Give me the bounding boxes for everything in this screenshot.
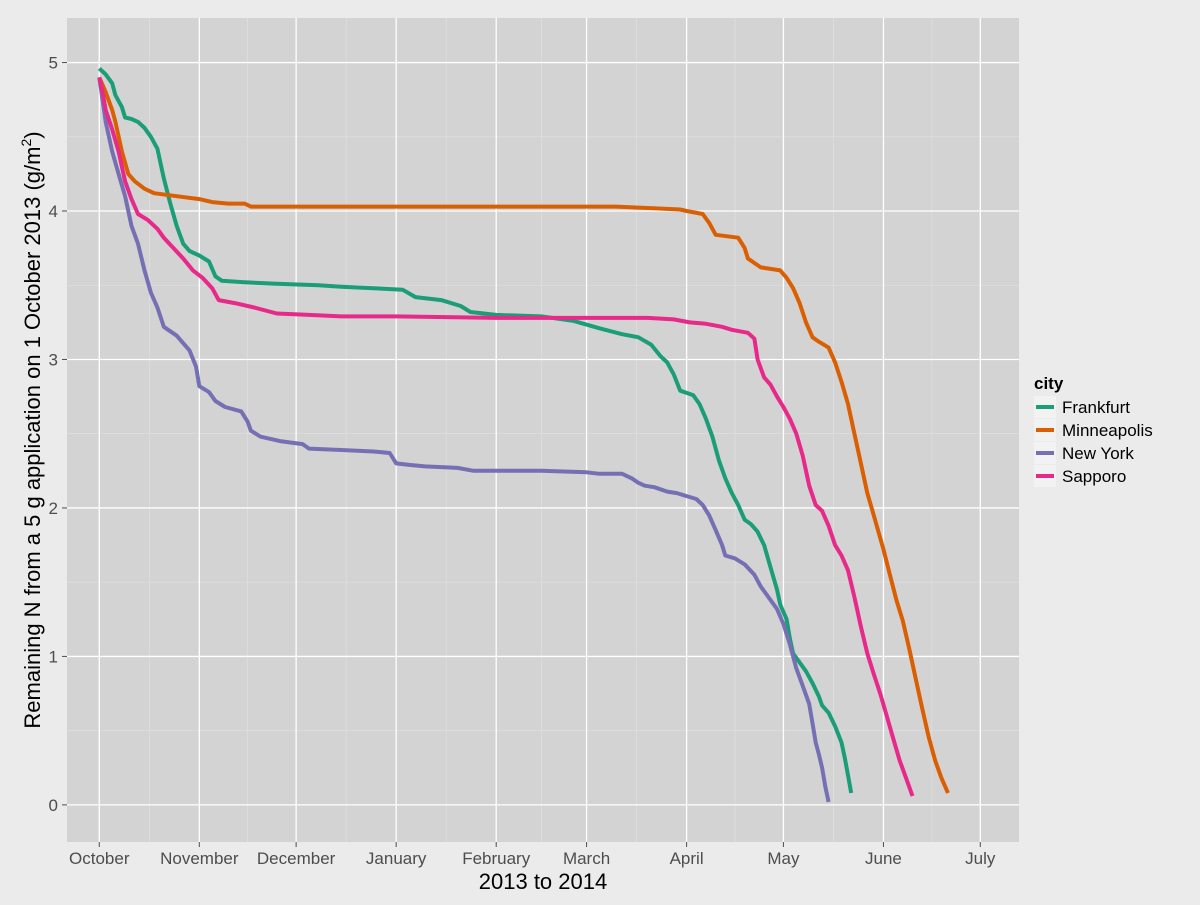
series-line-sapporo xyxy=(97,76,915,797)
legend-label-minneapolis: Minneapolis xyxy=(1062,421,1153,440)
x-tick-label-march: March xyxy=(563,849,610,868)
x-tick-label-june: June xyxy=(865,849,902,868)
x-tick-label-november: November xyxy=(160,849,239,868)
series-line-minneapolis xyxy=(97,76,950,794)
x-tick-label-october: October xyxy=(69,849,130,868)
legend-label-frankfurt: Frankfurt xyxy=(1062,398,1130,417)
y-tick-label-0: 0 xyxy=(49,796,58,815)
y-axis: 0 1 2 3 4 5 xyxy=(49,54,67,815)
x-tick-label-february: February xyxy=(462,849,531,868)
series-line-new-york xyxy=(97,77,831,803)
x-axis: October November December January February Ma… xyxy=(69,842,996,868)
y-tick-label-5: 5 xyxy=(49,54,58,73)
x-tick-label-december: December xyxy=(257,849,336,868)
series-group xyxy=(97,67,950,803)
y-tick-label-4: 4 xyxy=(49,202,58,221)
x-tick-label-july: July xyxy=(965,849,996,868)
x-tick-label-may: May xyxy=(767,849,800,868)
panel-background xyxy=(67,18,1019,842)
x-tick-label-april: April xyxy=(670,849,704,868)
y-tick-label-1: 1 xyxy=(49,647,58,666)
legend-label-sapporo: Sapporo xyxy=(1062,467,1126,486)
grid-minor xyxy=(67,18,1019,842)
legend-items: Frankfurt Minneapolis New York Sapporo xyxy=(1034,396,1153,487)
x-tick-label-january: January xyxy=(366,849,427,868)
legend-label-new-york: New York xyxy=(1062,444,1134,463)
legend-title: city xyxy=(1034,374,1064,393)
y-tick-label-2: 2 xyxy=(49,499,58,518)
x-axis-title: 2013 to 2014 xyxy=(479,869,607,894)
legend: city Frankfurt Minneapolis New York Sapporo xyxy=(1034,374,1153,487)
y-tick-label-3: 3 xyxy=(49,350,58,369)
y-axis-title: Remaining N from a 5 g application on 1 … xyxy=(18,131,45,728)
